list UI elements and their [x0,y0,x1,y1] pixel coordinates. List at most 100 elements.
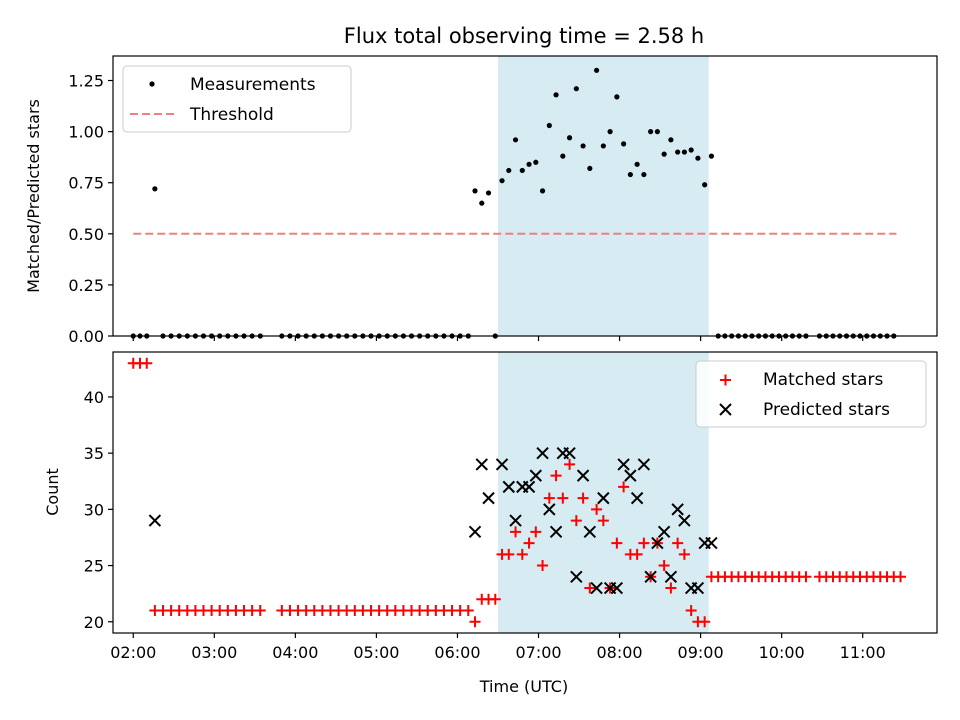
measurement-point [560,153,566,159]
predicted-star-point [664,570,678,584]
legend-matched-marker [720,374,731,386]
x-tick-label: 07:00 [515,643,561,662]
measurement-point [675,149,681,155]
measurement-point [152,186,158,192]
bottom-y-tick-label: 30 [84,500,104,519]
measurement-point [702,182,708,188]
matched-star-point [618,481,630,493]
top-y-tick-label: 1.25 [68,72,104,91]
top-x-ticks [132,336,864,341]
x-tick-label: 11:00 [840,643,886,662]
measurement-point [499,178,505,184]
top-legend: Measurements Threshold [122,65,352,133]
legend-threshold-label: Threshold [189,105,274,125]
predicted-star-point [570,570,583,584]
measurement-point [607,129,613,135]
matched-star-point [678,548,690,560]
predicted-star-point [644,570,657,584]
matched-star-point [597,515,609,527]
bottom-x-ticks: 02:00 03:00 04:00 05:00 06:00 07:00 08:00 09:00… [110,633,886,662]
matched-star-point [523,537,535,549]
legend-matched-label: Matched stars [763,370,883,390]
x-tick-label: 10:00 [759,643,805,662]
top-legend-box [122,65,352,133]
matched-star-point [584,582,596,594]
matched-star-point [550,470,562,482]
x-axis-label: Time (UTC) [479,677,568,696]
measurement-point [621,141,627,147]
predicted-star-point [482,491,495,505]
measurement-point [648,129,654,135]
predicted-star-point [651,536,664,550]
legend-measurements-marker [149,81,155,87]
bottom-legend-box [695,360,927,428]
matched-star-point [658,560,670,572]
x-tick-label: 04:00 [272,643,318,662]
x-tick-label: 09:00 [678,643,724,662]
matched-star-point [564,458,576,470]
measurement-point [654,129,660,135]
matched-star-point [895,571,907,583]
matched-star-point [699,616,711,628]
matched-star-point [469,616,481,628]
measurement-point [688,147,694,153]
matched-star-point [570,515,582,527]
matched-star-point [557,492,569,504]
measurement-point [614,94,620,100]
measurement-point [573,86,579,92]
top-highlight-span [497,56,709,336]
measurement-point [472,188,478,194]
bottom-legend: Matched stars Predicted stars [695,360,927,428]
matched-star-point [543,492,555,504]
x-tick-label: 08:00 [597,643,643,662]
matched-star-point [510,526,522,538]
predicted-star-point [617,458,630,471]
matched-star-point [141,357,153,369]
predicted-star-point [671,503,684,516]
matched-star-point [254,605,266,617]
top-y-tick-label: 0.75 [68,174,104,193]
matched-star-point [530,526,542,538]
predicted-star-point [691,581,705,595]
bottom-y-ticks: 20 25 30 35 40 [84,388,113,632]
measurement-point [580,143,586,149]
matched-star-point [800,571,812,583]
bottom-highlight-span [497,352,709,633]
matched-star-point [516,548,528,560]
predicted-star-point [590,581,603,595]
bottom-y-axis-label: Count [43,468,62,516]
matched-star-point [631,548,643,560]
measurement-point [661,151,667,157]
matched-star-point [489,593,501,605]
measurement-point [641,171,647,178]
top-y-axis-label: Matched/Predicted stars [24,99,43,293]
predicted-star-point [522,480,536,494]
predicted-star-point [678,514,691,527]
matched-star-point [611,537,623,549]
legend-predicted-marker [719,403,732,416]
predicted-star-point [624,469,637,482]
measurement-point [708,153,715,159]
measurement-point [553,92,559,98]
matched-star-point [462,605,474,617]
matched-star-point [638,537,650,549]
bottom-y-tick-label: 40 [84,388,104,407]
legend-predicted-label: Predicted stars [763,400,890,420]
predicted-star-point [657,525,671,539]
matched-star-point [672,537,684,549]
x-tick-label: 03:00 [191,643,237,662]
predicted-star-point [597,491,610,505]
predicted-star-point [563,446,576,460]
predicted-star-point [495,458,509,471]
matched-star-marks [127,357,907,628]
matched-star-point [665,582,677,594]
measurement-point [533,159,539,165]
predicted-star-point [509,514,522,527]
measurement-point [634,161,640,167]
measurement-point [627,171,633,178]
top-y-tick-label: 0.50 [68,225,104,244]
predicted-star-point [583,525,597,539]
legend-measurements-label: Measurements [190,75,316,95]
measurement-point [506,167,512,174]
